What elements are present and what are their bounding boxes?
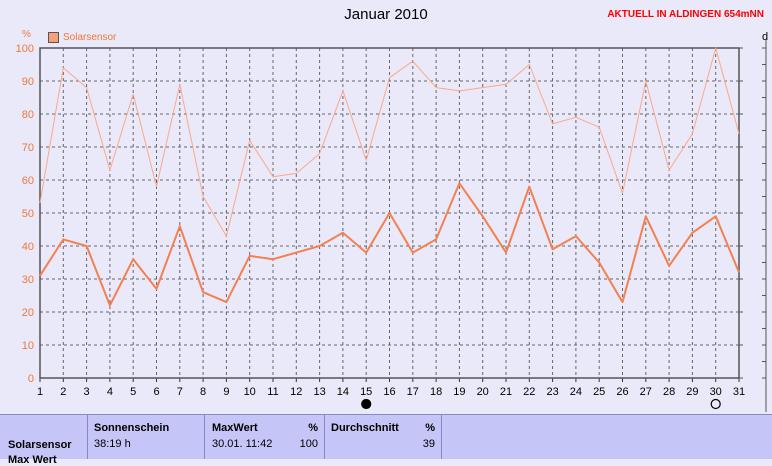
x-tick-label: 19 bbox=[453, 386, 465, 398]
series-line-max bbox=[39, 47, 740, 237]
x-tick-label: 28 bbox=[663, 386, 675, 398]
sonnenschein-header: Sonnenschein bbox=[94, 422, 170, 434]
full-moon-icon bbox=[710, 398, 721, 410]
right-axis-unit: d bbox=[762, 31, 769, 43]
maxwert-header: MaxWert bbox=[212, 422, 258, 434]
maxwert-date: 30.01. 11:42 bbox=[212, 438, 273, 450]
x-tick-label: 18 bbox=[430, 386, 442, 398]
row-label: Solarsensor bbox=[8, 439, 72, 451]
x-tick-label: 6 bbox=[153, 386, 159, 398]
x-tick-label: 12 bbox=[290, 386, 302, 398]
row-label-2: Max Wert bbox=[8, 454, 57, 466]
durchschnitt-value: 39 bbox=[422, 438, 435, 450]
summary-table: Solarsensor Max Wert Sonnenschein 38:19 … bbox=[0, 414, 772, 466]
durchschnitt-header: Durchschnitt bbox=[331, 422, 399, 434]
row-label-cell: Solarsensor Max Wert bbox=[0, 415, 88, 466]
maxwert-value: 100 bbox=[299, 438, 318, 450]
maxwert-unit: % bbox=[308, 422, 318, 434]
x-tick-label: 1 bbox=[37, 386, 43, 398]
y-tick-label: 90 bbox=[22, 76, 34, 88]
x-tick-label: 23 bbox=[546, 386, 558, 398]
x-tick-label: 8 bbox=[200, 386, 206, 398]
x-tick-label: 21 bbox=[500, 386, 512, 398]
x-tick-label: 31 bbox=[733, 386, 745, 398]
x-tick-label: 2 bbox=[60, 386, 66, 398]
y-tick-label: 50 bbox=[22, 208, 34, 220]
x-tick-label: 10 bbox=[244, 386, 256, 398]
y-tick-label: 100 bbox=[16, 43, 34, 55]
x-tick-label: 26 bbox=[616, 386, 628, 398]
y-tick-label: 70 bbox=[22, 142, 34, 154]
sonnenschein-cell: Sonnenschein 38:19 h bbox=[88, 415, 205, 459]
y-axis-unit: % bbox=[22, 29, 31, 40]
sonnenschein-value: 38:19 h bbox=[94, 438, 131, 450]
x-tick-label: 22 bbox=[523, 386, 535, 398]
station-label: AKTUELL IN ALDINGEN 654mNN bbox=[607, 9, 764, 20]
series-line-mean bbox=[39, 182, 740, 307]
x-tick-label: 24 bbox=[570, 386, 582, 398]
chart-title: Januar 2010 bbox=[344, 6, 428, 23]
x-tick-label: 16 bbox=[383, 386, 395, 398]
x-tick-label: 13 bbox=[313, 386, 325, 398]
y-tick-label: 10 bbox=[22, 340, 34, 352]
x-tick-label: 14 bbox=[337, 386, 349, 398]
x-tick-label: 25 bbox=[593, 386, 605, 398]
y-tick-label: 20 bbox=[22, 307, 34, 319]
x-tick-label: 4 bbox=[107, 386, 113, 398]
maxwert-cell: MaxWert % 30.01. 11:42 100 bbox=[205, 415, 325, 459]
plot-frame bbox=[39, 47, 740, 379]
y-tick-label: 0 bbox=[28, 373, 34, 385]
new-moon-icon bbox=[361, 398, 372, 410]
y-tick-label: 60 bbox=[22, 175, 34, 187]
x-tick-label: 29 bbox=[686, 386, 698, 398]
x-tick-label: 5 bbox=[130, 386, 136, 398]
x-tick-label: 20 bbox=[477, 386, 489, 398]
x-tick-label: 9 bbox=[223, 386, 229, 398]
legend-label: Solarsensor bbox=[63, 32, 117, 43]
x-tick-label: 15 bbox=[360, 386, 372, 398]
durchschnitt-unit: % bbox=[425, 422, 435, 434]
x-tick-label: 30 bbox=[710, 386, 722, 398]
durchschnitt-cell: Durchschnitt % 39 bbox=[325, 415, 442, 459]
x-tick-label: 3 bbox=[84, 386, 90, 398]
x-tick-label: 17 bbox=[407, 386, 419, 398]
x-tick-label: 7 bbox=[177, 386, 183, 398]
y-tick-label: 40 bbox=[22, 241, 34, 253]
x-tick-label: 27 bbox=[640, 386, 652, 398]
y-tick-label: 80 bbox=[22, 109, 34, 121]
x-tick-label: 11 bbox=[267, 386, 278, 398]
y-tick-label: 30 bbox=[22, 274, 34, 286]
legend: Solarsensor bbox=[48, 32, 116, 43]
legend-swatch bbox=[48, 32, 59, 43]
